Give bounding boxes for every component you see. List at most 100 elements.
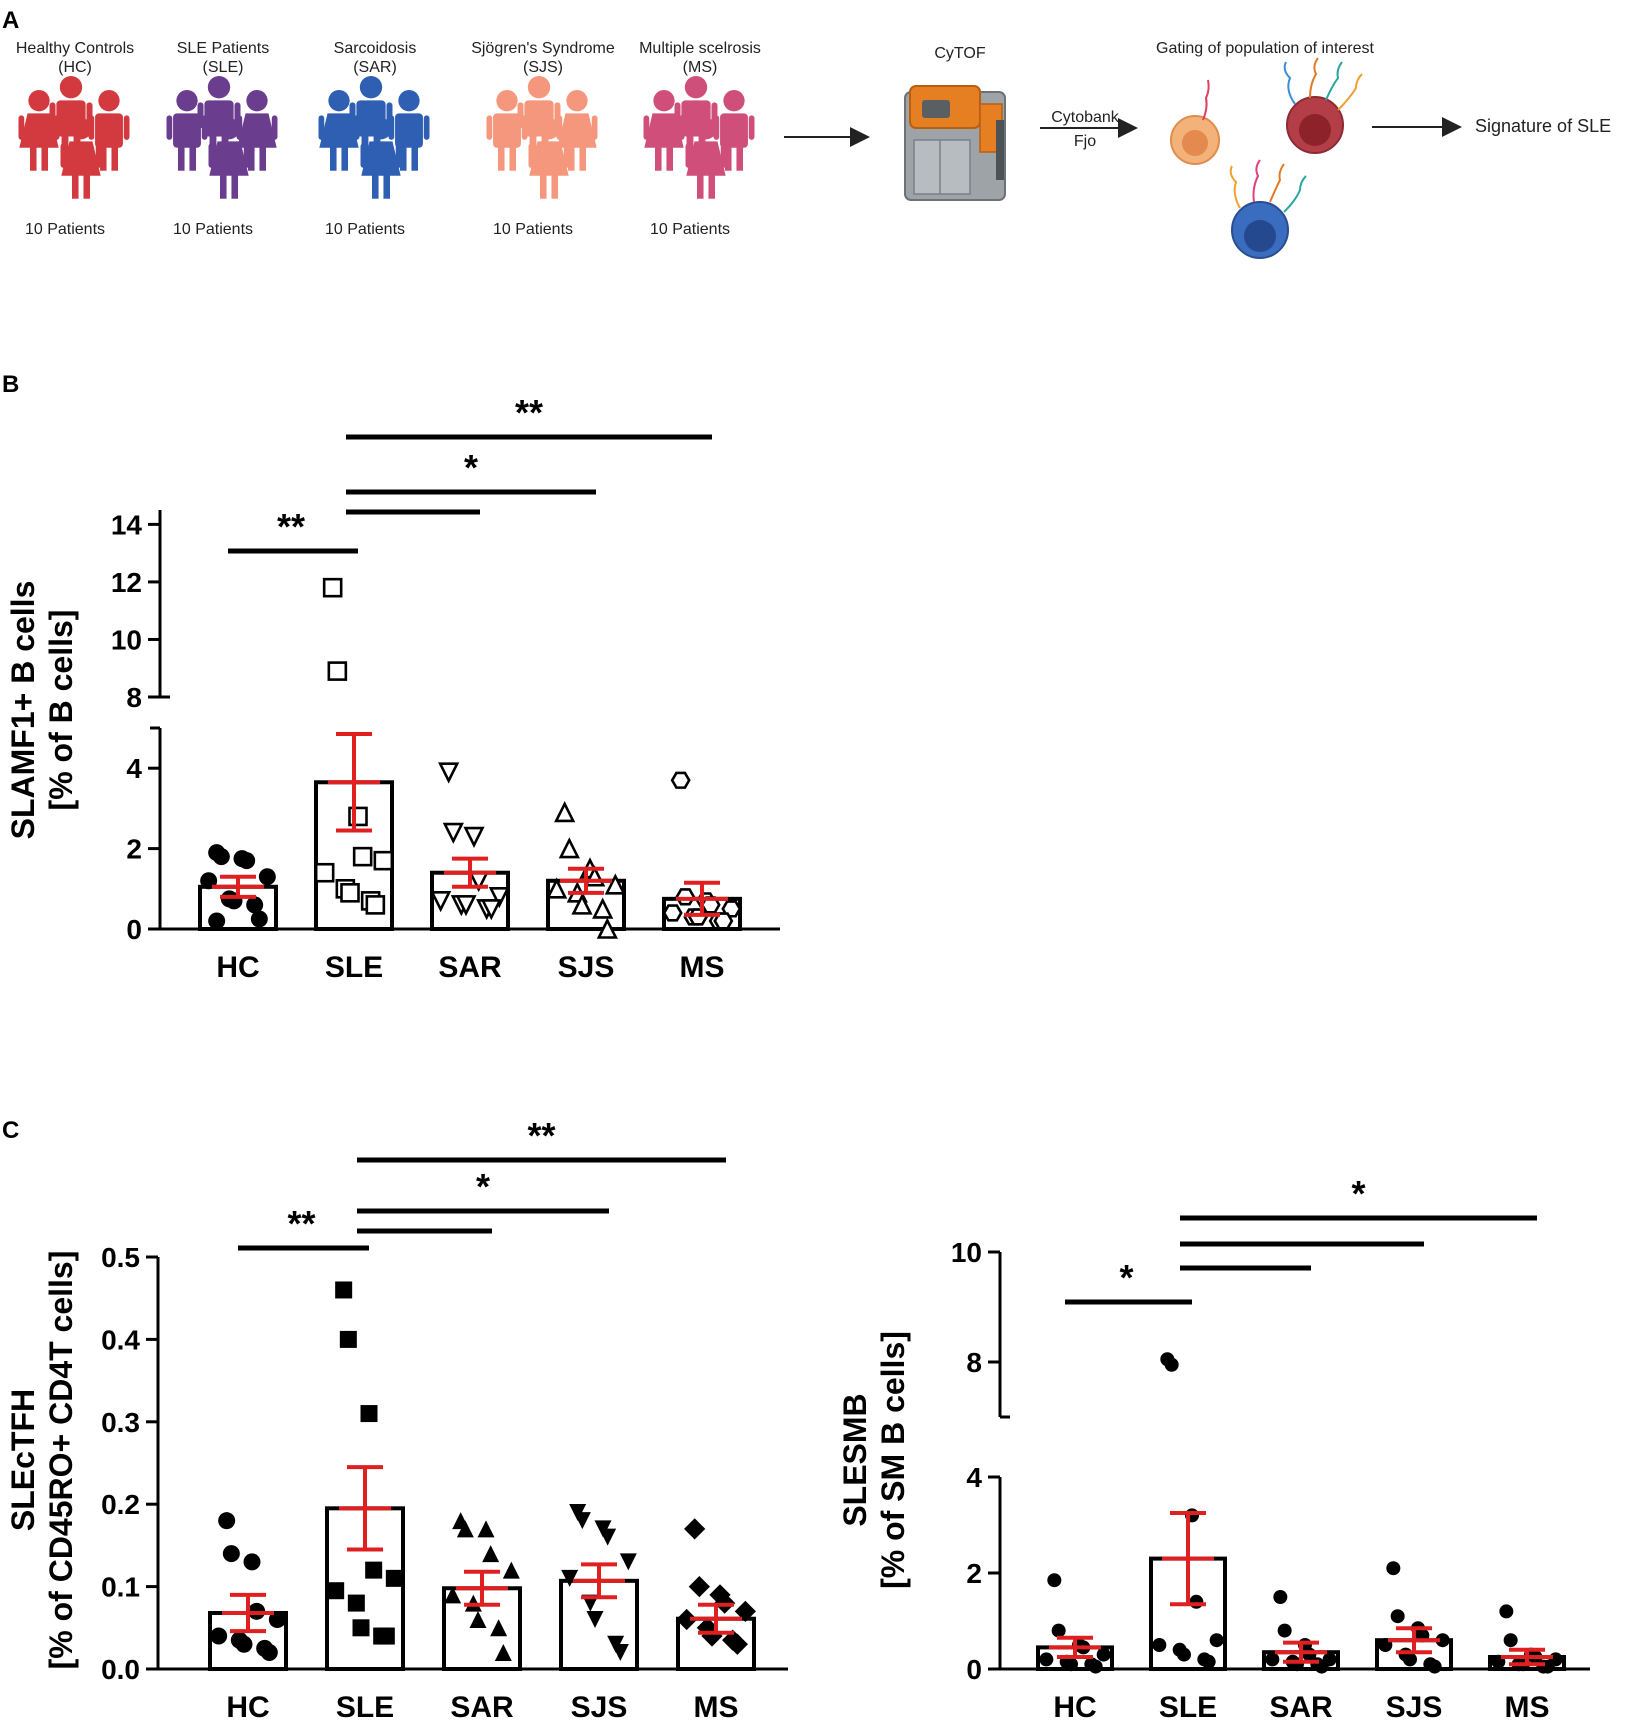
data-point (596, 917, 618, 939)
person-leg (99, 146, 107, 171)
significance-label: * (476, 1166, 490, 1207)
data-point (360, 1405, 378, 1423)
significance-bracket: ** (357, 1115, 726, 1163)
group-name: Sarcoidosis (334, 40, 417, 57)
group-sar: SAR (430, 762, 510, 984)
data-point (619, 1553, 637, 1571)
data-point (675, 888, 696, 906)
error-bar (1162, 1511, 1214, 1607)
data-point (365, 1561, 383, 1579)
person-arm (95, 143, 102, 168)
data-point (455, 895, 477, 917)
person-leg (736, 146, 744, 171)
group-abbrev: (HC) (58, 59, 92, 76)
group-ms: MS (662, 771, 742, 984)
person-body (237, 113, 277, 148)
chart-slectfh: 0.0 0.1 0.2 0.3 0.4 0.5 SLEcTFH [% of CD45RO+ C… (5, 1115, 788, 1724)
y-tick-label: 0.4 (101, 1324, 140, 1355)
group-sle: SLE (325, 1281, 405, 1724)
person-head (527, 76, 551, 99)
data-point (1265, 1652, 1280, 1667)
group-sjs: SJS (559, 1503, 639, 1724)
person-arm (563, 143, 570, 168)
data-point (1047, 1573, 1062, 1588)
data-point (1540, 1659, 1555, 1674)
data-point (611, 1644, 629, 1662)
panel-label-c: C (2, 1117, 19, 1144)
group-count: 10 Patients (325, 221, 405, 238)
tools-label-cytobank: Cytobank (1051, 109, 1120, 126)
group-count: 10 Patients (173, 221, 253, 238)
person-body (319, 113, 359, 148)
data-point (218, 1512, 236, 1530)
group-count: 10 Patients (650, 221, 730, 238)
x-tick-label: HC (226, 1691, 269, 1722)
y-tick-label: 2 (126, 834, 142, 865)
patient-group-sle: SLE Patients (SLE) 10 Patients (166, 40, 278, 238)
panel-label-b: B (2, 371, 19, 398)
person-leg (579, 146, 587, 171)
person-body (493, 113, 521, 148)
significance-label: ** (287, 1203, 315, 1244)
person-leg (341, 146, 349, 171)
error-bar (573, 1562, 625, 1600)
person-body (395, 113, 423, 148)
data-point (554, 801, 576, 823)
data-point (502, 1561, 520, 1579)
person-arm (643, 115, 650, 140)
data-point (676, 1608, 698, 1631)
people-icon (18, 76, 130, 199)
y-tick-label: 12 (111, 567, 142, 598)
person-arm (528, 143, 535, 168)
data-point (250, 910, 268, 928)
data-point (482, 1545, 500, 1563)
data-point (335, 1281, 353, 1299)
significance-bracket: * (1180, 1173, 1537, 1221)
data-point (456, 1520, 474, 1538)
person-arm (486, 115, 493, 140)
data-point (558, 837, 580, 859)
x-tick-label: SLE (336, 1691, 394, 1722)
person-body (557, 113, 597, 148)
data-point (1403, 1652, 1417, 1667)
x-tick-label: SAR (450, 1691, 514, 1722)
group-abbrev: (SJS) (523, 59, 563, 76)
person-arm (60, 143, 67, 168)
person-body (19, 113, 59, 148)
person-head (218, 118, 240, 140)
error-bar (1049, 1635, 1101, 1659)
significance-label: * (1119, 1257, 1133, 1298)
group-name: Multiple scelrosis (639, 40, 761, 57)
group-sar: SAR (1262, 1590, 1340, 1724)
data-point (268, 1611, 286, 1629)
error-bar (690, 1602, 742, 1635)
significance-label: ** (515, 392, 543, 433)
error-bar (560, 866, 612, 895)
data-point (734, 1600, 756, 1622)
data-point (662, 904, 683, 922)
data-point (340, 883, 360, 903)
person-leg (666, 146, 674, 171)
group-count: 10 Patients (25, 221, 105, 238)
data-point (208, 912, 226, 930)
y-tick-label: 4 (126, 753, 142, 784)
group-hc: HC (208, 1512, 288, 1724)
group-ms: MS (1488, 1604, 1566, 1724)
x-tick-label: SJS (558, 951, 615, 984)
person-leg (111, 146, 119, 171)
person-arm (271, 115, 278, 140)
cell-icon-orange (1170, 79, 1220, 165)
person-head (684, 76, 708, 99)
person-arm (517, 102, 524, 129)
y-tick-label: 0.2 (101, 1489, 140, 1520)
data-point (1189, 1594, 1204, 1609)
data-point (571, 893, 593, 915)
error-bar (222, 1592, 274, 1634)
patient-group-hc: Healthy Controls (HC) 10 Patients (16, 40, 134, 238)
person-arm (423, 115, 430, 140)
person-leg (497, 146, 505, 171)
person-body (173, 113, 201, 148)
data-point (365, 895, 386, 915)
